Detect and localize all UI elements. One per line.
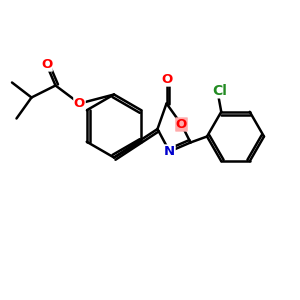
Text: Cl: Cl — [212, 84, 227, 98]
Text: O: O — [41, 58, 52, 71]
Text: N: N — [164, 145, 175, 158]
Text: O: O — [74, 97, 85, 110]
Text: O: O — [176, 118, 187, 131]
Text: O: O — [161, 73, 172, 86]
